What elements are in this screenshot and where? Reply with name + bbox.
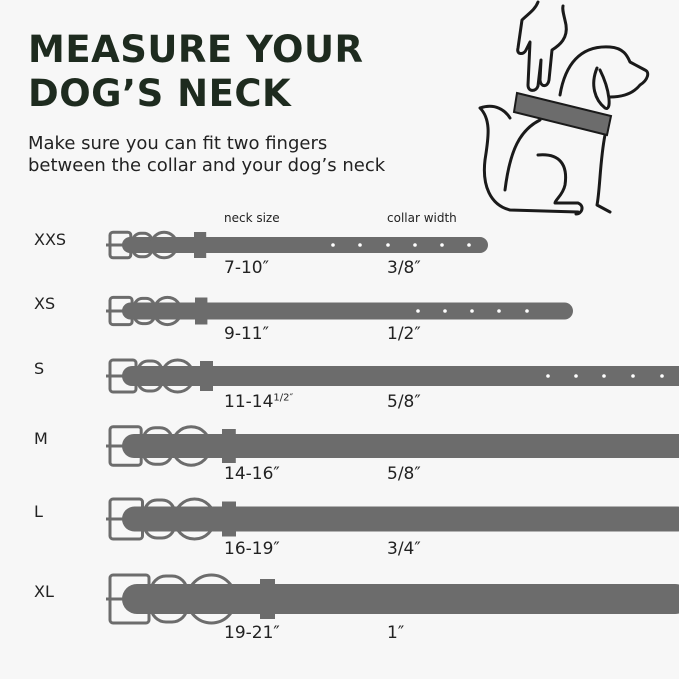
collar-strap (122, 584, 679, 614)
d-ring (152, 295, 183, 327)
dog-measuring-icon (478, 0, 650, 216)
neck-range: 14-16″ (224, 464, 280, 484)
neck-range: 11-14 (224, 392, 274, 412)
collar-hole (416, 309, 420, 313)
neck-range: 16-19″ (224, 539, 280, 559)
subtitle: Make sure you can fit two fingers betwee… (28, 133, 385, 177)
collar-hole (574, 374, 578, 378)
size-label: XL (34, 582, 54, 601)
collar-hole (631, 374, 635, 378)
collar-strap (122, 302, 573, 320)
collar-keeper (222, 501, 236, 537)
collar-width-value: 3/4″ (387, 539, 421, 559)
collar-hole (443, 309, 447, 313)
collar-keeper (260, 579, 275, 619)
size-label: XXS (34, 230, 67, 249)
collar-width-value: 5/8″ (387, 392, 421, 412)
subtitle-line-2: between the collar and your dog’s neck (28, 155, 386, 176)
collar-hole (413, 243, 417, 247)
d-ring (160, 358, 196, 394)
collar-width-value: 3/8″ (387, 258, 421, 278)
collar-hole (386, 243, 390, 247)
d-ring (185, 573, 237, 625)
size-label: L (34, 502, 43, 521)
collar-keeper (194, 232, 207, 258)
page-title: MEASURE YOUR DOG’S NECK (28, 28, 364, 116)
collar-hole (546, 374, 550, 378)
ruler-icon (512, 91, 613, 137)
subtitle-line-1: Make sure you can fit two fingers (28, 133, 328, 154)
neck-range: 19-21″ (224, 623, 280, 643)
collar-width-header: collar width (387, 211, 457, 225)
neck-range: 7-10″ (224, 258, 269, 278)
collar-keeper (195, 297, 208, 325)
collar-strap (122, 506, 679, 532)
collar-hole (331, 243, 335, 247)
collar-hole (525, 309, 529, 313)
collar-hole (602, 374, 606, 378)
d-ring (173, 497, 216, 541)
d-ring (170, 425, 212, 467)
d-ring (149, 230, 179, 260)
neck-size-value: 11-141/2″ (224, 392, 293, 412)
collar-width-value: 1/2″ (387, 324, 421, 344)
neck-size-value: 16-19″ (224, 539, 280, 559)
collar-hole (470, 309, 474, 313)
collar-keeper (200, 361, 213, 391)
neck-size-value: 7-10″ (224, 258, 269, 278)
collar-hole (467, 243, 471, 247)
neck-range: 9-11″ (224, 324, 269, 344)
title-line-1: MEASURE YOUR (28, 28, 364, 71)
size-label: M (34, 429, 48, 448)
collar-hole (440, 243, 444, 247)
collar-hole (497, 309, 501, 313)
size-label: S (34, 359, 45, 378)
collar-hole (660, 374, 664, 378)
collar-keeper (222, 429, 236, 463)
neck-size-value: 14-16″ (224, 464, 280, 484)
size-label: XS (34, 294, 56, 313)
neck-size-value: 19-21″ (224, 623, 280, 643)
collar-strap (122, 434, 679, 458)
collars (106, 230, 679, 625)
title-line-2: DOG’S NECK (28, 72, 292, 115)
collar-width-value: 1″ (387, 623, 405, 643)
collar-hole (358, 243, 362, 247)
neck-fraction: 1/2″ (273, 392, 294, 404)
collar-width-value: 5/8″ (387, 464, 421, 484)
collar-strap (122, 366, 679, 386)
neck-size-value: 9-11″ (224, 324, 269, 344)
neck-size-header: neck size (224, 211, 280, 225)
collar-strap (122, 237, 488, 253)
